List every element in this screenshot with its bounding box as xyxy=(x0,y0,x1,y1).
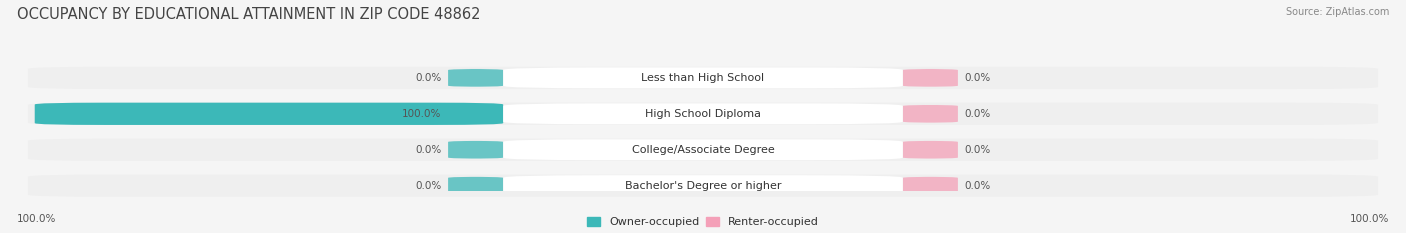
Text: 100.0%: 100.0% xyxy=(402,109,441,119)
FancyBboxPatch shape xyxy=(903,69,957,87)
Text: 0.0%: 0.0% xyxy=(415,145,441,155)
FancyBboxPatch shape xyxy=(903,177,957,195)
Text: Less than High School: Less than High School xyxy=(641,73,765,83)
Legend: Owner-occupied, Renter-occupied: Owner-occupied, Renter-occupied xyxy=(586,217,820,227)
Text: Bachelor's Degree or higher: Bachelor's Degree or higher xyxy=(624,181,782,191)
Text: 100.0%: 100.0% xyxy=(17,214,56,224)
FancyBboxPatch shape xyxy=(28,103,1378,125)
FancyBboxPatch shape xyxy=(28,139,1378,161)
Text: 0.0%: 0.0% xyxy=(965,181,991,191)
FancyBboxPatch shape xyxy=(449,69,503,87)
FancyBboxPatch shape xyxy=(903,105,957,123)
Text: 0.0%: 0.0% xyxy=(965,73,991,83)
Text: College/Associate Degree: College/Associate Degree xyxy=(631,145,775,155)
FancyBboxPatch shape xyxy=(28,67,1378,89)
Text: High School Diploma: High School Diploma xyxy=(645,109,761,119)
FancyBboxPatch shape xyxy=(449,177,503,195)
Text: 100.0%: 100.0% xyxy=(1350,214,1389,224)
FancyBboxPatch shape xyxy=(449,141,503,159)
Text: OCCUPANCY BY EDUCATIONAL ATTAINMENT IN ZIP CODE 48862: OCCUPANCY BY EDUCATIONAL ATTAINMENT IN Z… xyxy=(17,7,481,22)
FancyBboxPatch shape xyxy=(903,141,957,159)
Text: Source: ZipAtlas.com: Source: ZipAtlas.com xyxy=(1285,7,1389,17)
FancyBboxPatch shape xyxy=(28,175,1378,197)
Text: 0.0%: 0.0% xyxy=(965,145,991,155)
FancyBboxPatch shape xyxy=(503,139,903,160)
Text: 0.0%: 0.0% xyxy=(965,109,991,119)
FancyBboxPatch shape xyxy=(503,67,903,88)
FancyBboxPatch shape xyxy=(35,103,503,125)
Text: 0.0%: 0.0% xyxy=(415,181,441,191)
FancyBboxPatch shape xyxy=(503,175,903,196)
FancyBboxPatch shape xyxy=(503,103,903,124)
Text: 0.0%: 0.0% xyxy=(415,73,441,83)
